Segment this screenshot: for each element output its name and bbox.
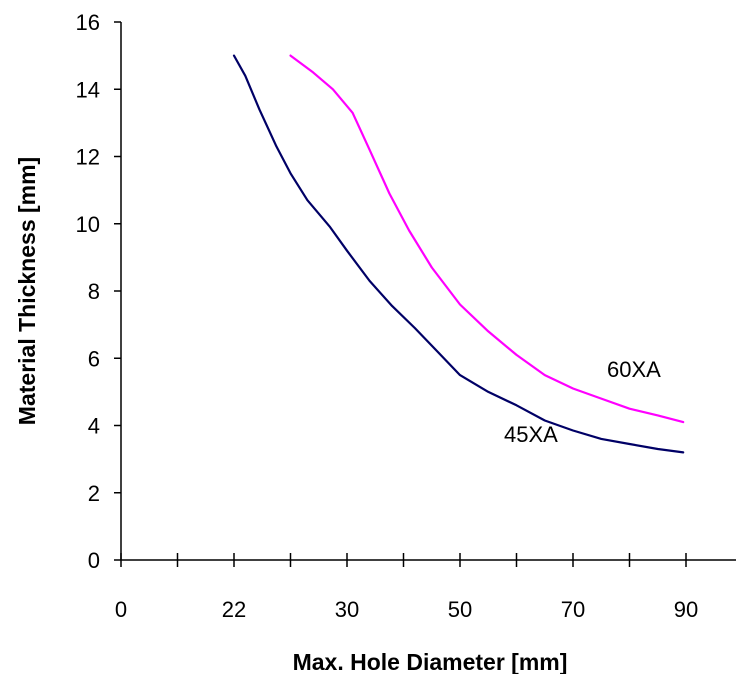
x-tick-label: 90: [674, 597, 698, 622]
y-tick-label: 6: [88, 346, 100, 371]
y-tick-label: 0: [88, 548, 100, 573]
y-tick-label: 12: [76, 145, 100, 170]
x-tick-label: 50: [448, 597, 472, 622]
y-tick-label: 14: [76, 77, 100, 102]
series-line-60xa: [289, 54, 685, 424]
y-tick-label: 4: [88, 414, 100, 439]
y-tick-label: 2: [88, 481, 100, 506]
x-ticks: 0 22 30 50 70 90: [115, 553, 698, 622]
series-group: [232, 54, 685, 454]
x-tick-label: 70: [561, 597, 585, 622]
y-axis-title: Material Thickness [mm]: [14, 157, 40, 425]
series-line-45xa: [232, 54, 685, 454]
y-tick-label: 8: [88, 279, 100, 304]
x-axis-title: Max. Hole Diameter [mm]: [293, 649, 568, 674]
series-label-45xa: 45XA: [504, 422, 558, 447]
axes: [120, 22, 736, 561]
y-ticks: 0 2 4 6 8 10 12 14 16: [76, 10, 121, 573]
x-tick-label: 0: [115, 597, 127, 622]
series-label-60xa: 60XA: [607, 357, 661, 382]
x-tick-label: 22: [222, 597, 246, 622]
x-tick-label: 30: [335, 597, 359, 622]
y-tick-label: 16: [76, 10, 100, 35]
y-tick-label: 10: [76, 212, 100, 237]
